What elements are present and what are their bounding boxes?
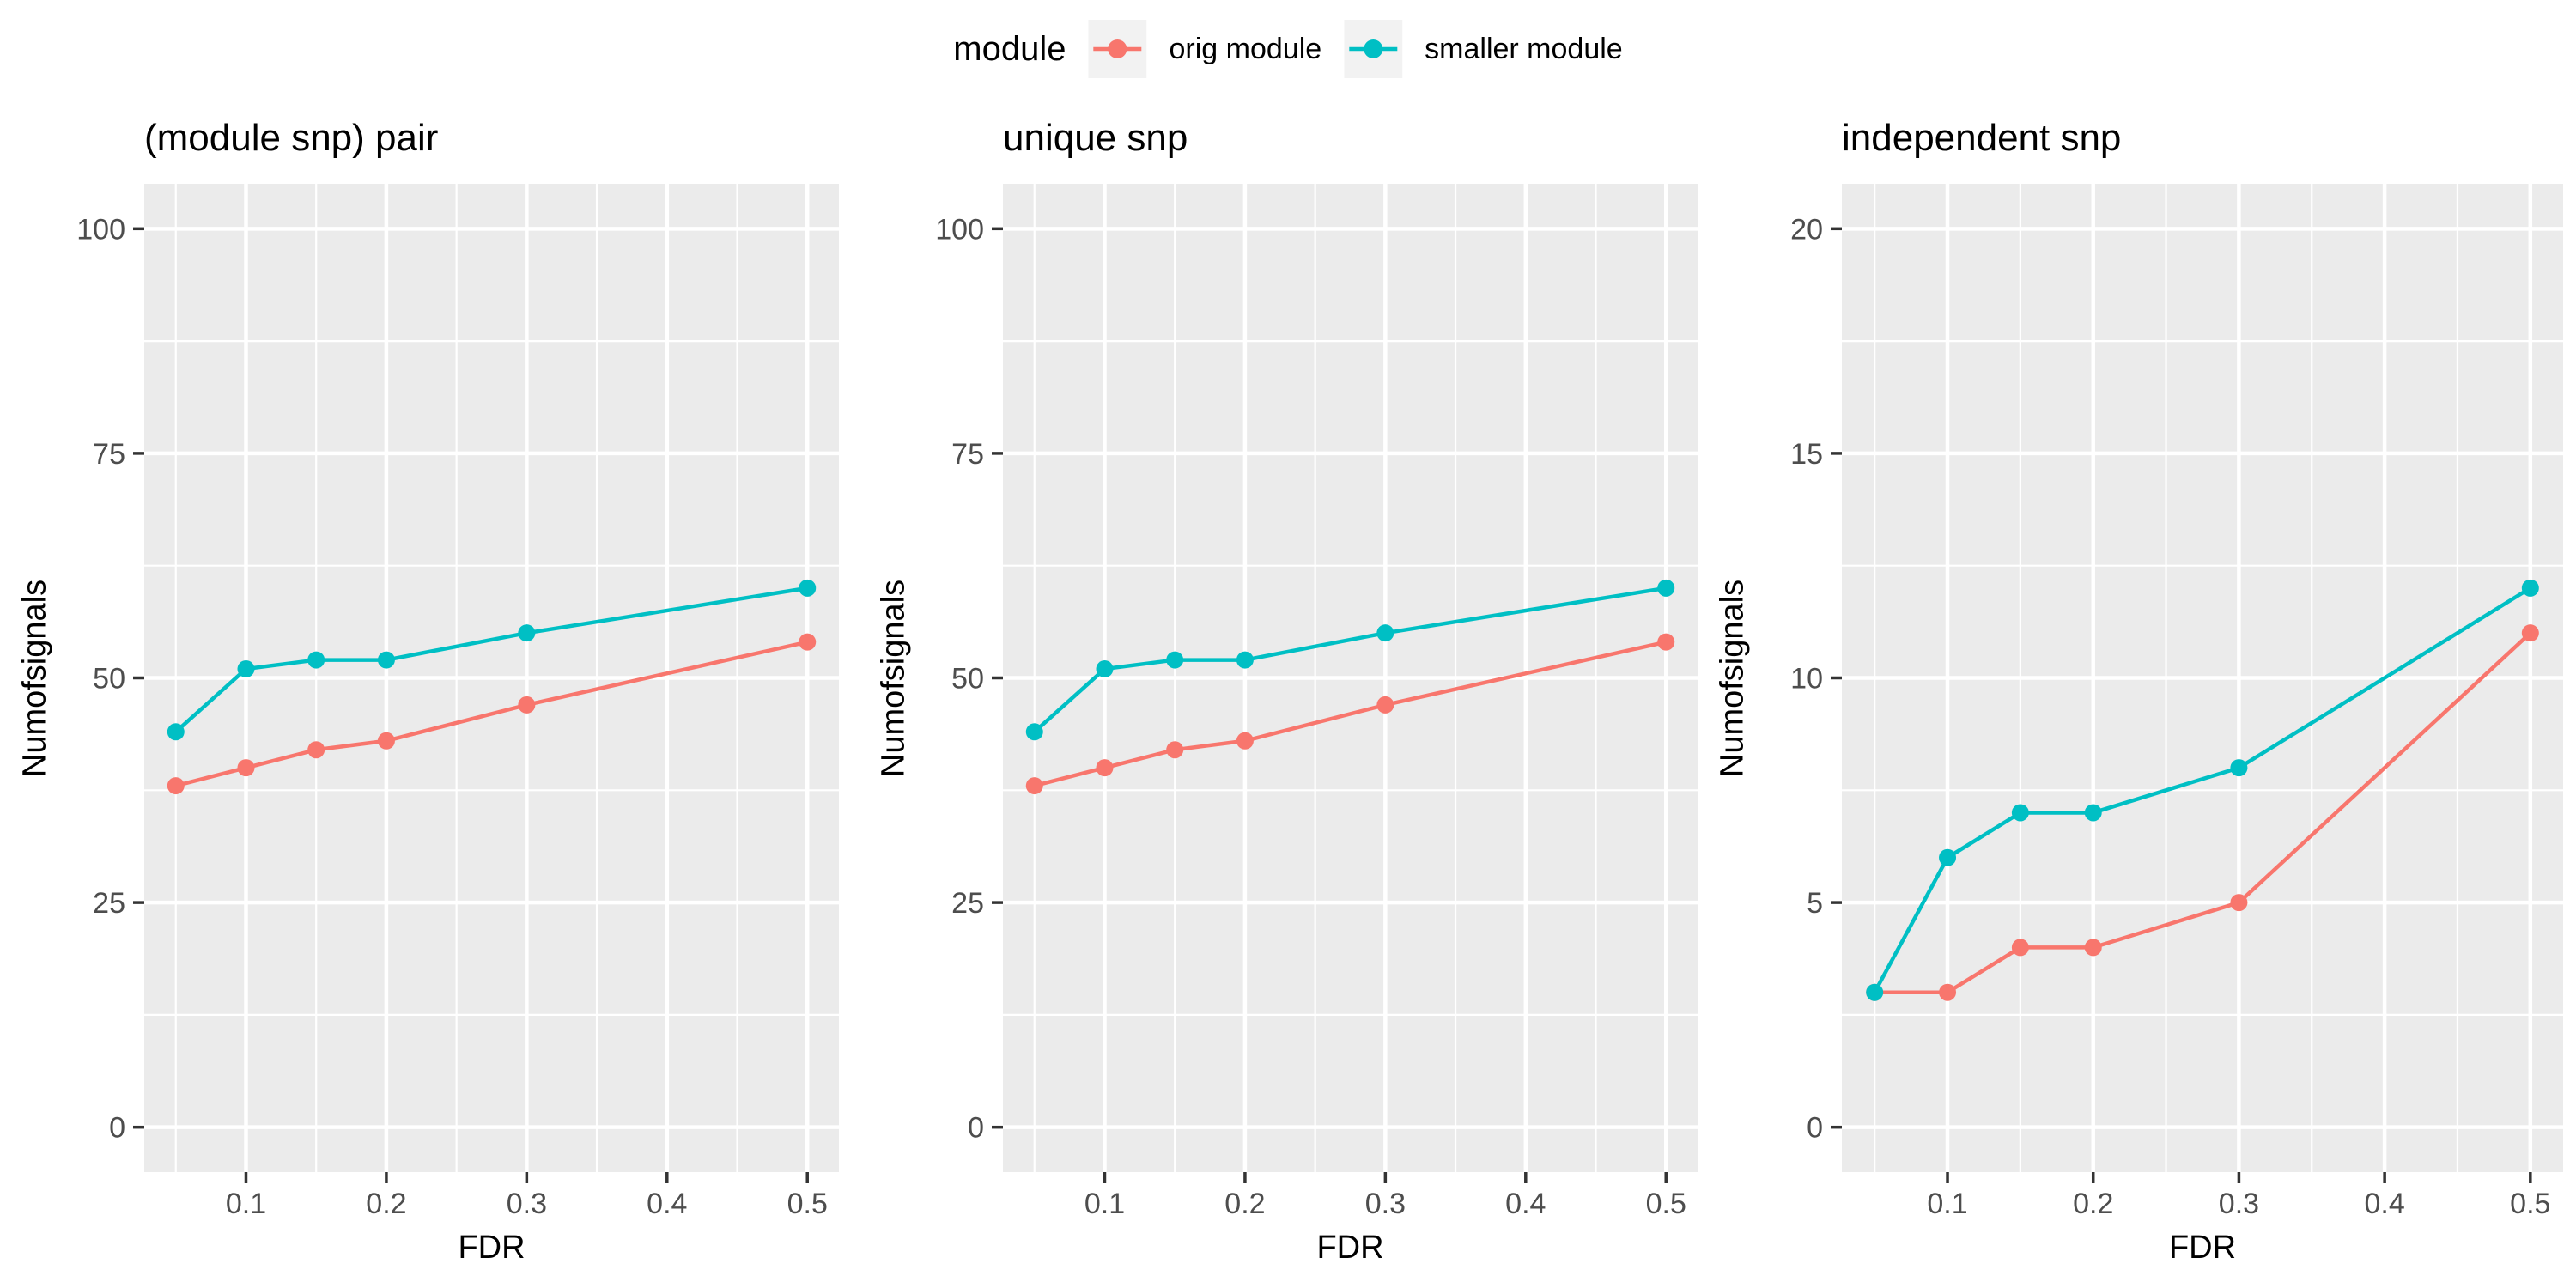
data-point-smaller-module [1939,848,1957,866]
data-point-smaller-module [1166,651,1184,669]
data-point-orig-module [167,777,185,795]
x-tick-label: 0.2 [2073,1188,2113,1220]
data-point-smaller-module [1657,579,1675,597]
x-axis-title-panel-3: FDR [2168,1230,2237,1266]
series-line-orig-module [175,640,808,788]
data-point-orig-module [2521,624,2539,642]
y-axis-title-panel-3: Numofsignals [1714,579,1751,778]
y-tick-label: 75 [93,438,125,471]
data-point-orig-module [799,633,817,651]
data-point-smaller-module [2084,804,2102,822]
y-tick-label: 10 [1790,663,1823,696]
y-tick-label: 20 [1790,213,1823,246]
panel-1: 0 25 50 75 100 0.1 0.2 0.3 0.4 0.5 [76,184,839,1220]
series-line-orig-module [1874,631,2532,994]
legend-key-point [1108,39,1127,58]
x-tick-label: 0.5 [787,1188,828,1220]
data-point-orig-module [377,732,395,750]
legend: module orig module smaller module [953,19,1623,79]
y-axis-title-panel-2: Numofsignals [875,579,912,778]
x-tick-label: 0.4 [647,1188,687,1220]
x-tick-label: 0.3 [1365,1188,1406,1220]
x-tick-label: 0.4 [1505,1188,1546,1220]
data-point-smaller-module [2521,579,2539,597]
x-tick-label: 0.1 [226,1188,266,1220]
data-point-smaller-module [2011,804,2029,822]
legend-key-smaller-module-icon [1344,20,1403,78]
data-point-orig-module [307,741,325,759]
x-tick-label: 0.3 [507,1188,547,1220]
data-point-smaller-module [799,579,817,597]
data-point-orig-module [2084,939,2102,957]
data-point-smaller-module [377,651,395,669]
y-tick-label: 100 [76,213,125,246]
data-point-orig-module [1376,696,1394,714]
series-line-smaller-module [174,586,808,733]
legend-title: module [953,29,1066,68]
y-tick-label: 75 [951,438,984,471]
y-tick-label: 50 [93,663,125,696]
x-tick-label: 0.1 [1084,1188,1125,1220]
x-tick-label: 0.5 [1646,1188,1686,1220]
data-point-smaller-module [518,624,536,642]
y-axis-title-panel-1: Numofsignals [16,579,53,778]
data-point-orig-module [1096,759,1114,777]
x-axis-title-panel-2: FDR [1316,1230,1384,1266]
y-tick-label: 15 [1790,438,1823,471]
data-point-smaller-module [167,723,185,741]
panel-3: 0 5 10 15 20 0.1 0.2 0.3 0.4 0.5 [1790,184,2563,1220]
y-tick-label: 0 [109,1112,125,1145]
y-tick-label: 50 [951,663,984,696]
legend-key-point [1364,39,1383,58]
data-point-smaller-module [1376,624,1394,642]
data-point-orig-module [1166,741,1184,759]
data-point-orig-module [1236,732,1254,750]
data-point-orig-module [2230,894,2248,912]
panel-2: 0 25 50 75 100 0.1 0.2 0.3 0.4 0.5 [935,184,1698,1220]
x-axis-title-panel-1: FDR [458,1230,526,1266]
x-tick-label: 0.5 [2510,1188,2550,1220]
y-tick-label: 0 [1807,1112,1823,1145]
data-point-smaller-module [237,660,255,678]
panel-title-independent-snp: independent snp [1842,117,2122,159]
legend-key-glyph [1344,20,1403,78]
data-point-orig-module [237,759,255,777]
y-tick-label: 0 [968,1112,984,1145]
series-line-smaller-module [1873,586,2531,993]
legend-key-orig-module-icon [1088,20,1147,78]
data-point-smaller-module [1025,723,1043,741]
x-tick-label: 0.1 [1927,1188,1967,1220]
x-tick-label: 0.2 [366,1188,406,1220]
data-point-smaller-module [1236,651,1254,669]
data-point-orig-module [1025,777,1043,795]
legend-label-orig-module: orig module [1169,32,1322,65]
data-point-smaller-module [307,651,325,669]
x-tick-label: 0.2 [1224,1188,1265,1220]
y-tick-label: 25 [951,887,984,920]
y-tick-label: 5 [1807,887,1823,920]
data-point-smaller-module [1096,660,1114,678]
data-point-orig-module [1939,983,1957,1001]
y-tick-label: 100 [935,213,984,246]
y-tick-label: 25 [93,887,125,920]
panel-title-unique-snp: unique snp [1003,117,1188,159]
legend-key-glyph [1088,20,1147,78]
data-point-smaller-module [1866,983,1884,1001]
data-point-orig-module [1657,633,1675,651]
x-tick-label: 0.4 [2364,1188,2404,1220]
data-point-orig-module [2011,939,2029,957]
panel-title-module-snp-pair: (module snp) pair [144,117,439,159]
legend-label-smaller-module: smaller module [1425,32,1623,65]
series-line-orig-module [1034,640,1667,788]
series-line-smaller-module [1033,586,1667,733]
data-point-orig-module [518,696,536,714]
x-tick-label: 0.3 [2219,1188,2259,1220]
data-point-smaller-module [2230,759,2248,777]
